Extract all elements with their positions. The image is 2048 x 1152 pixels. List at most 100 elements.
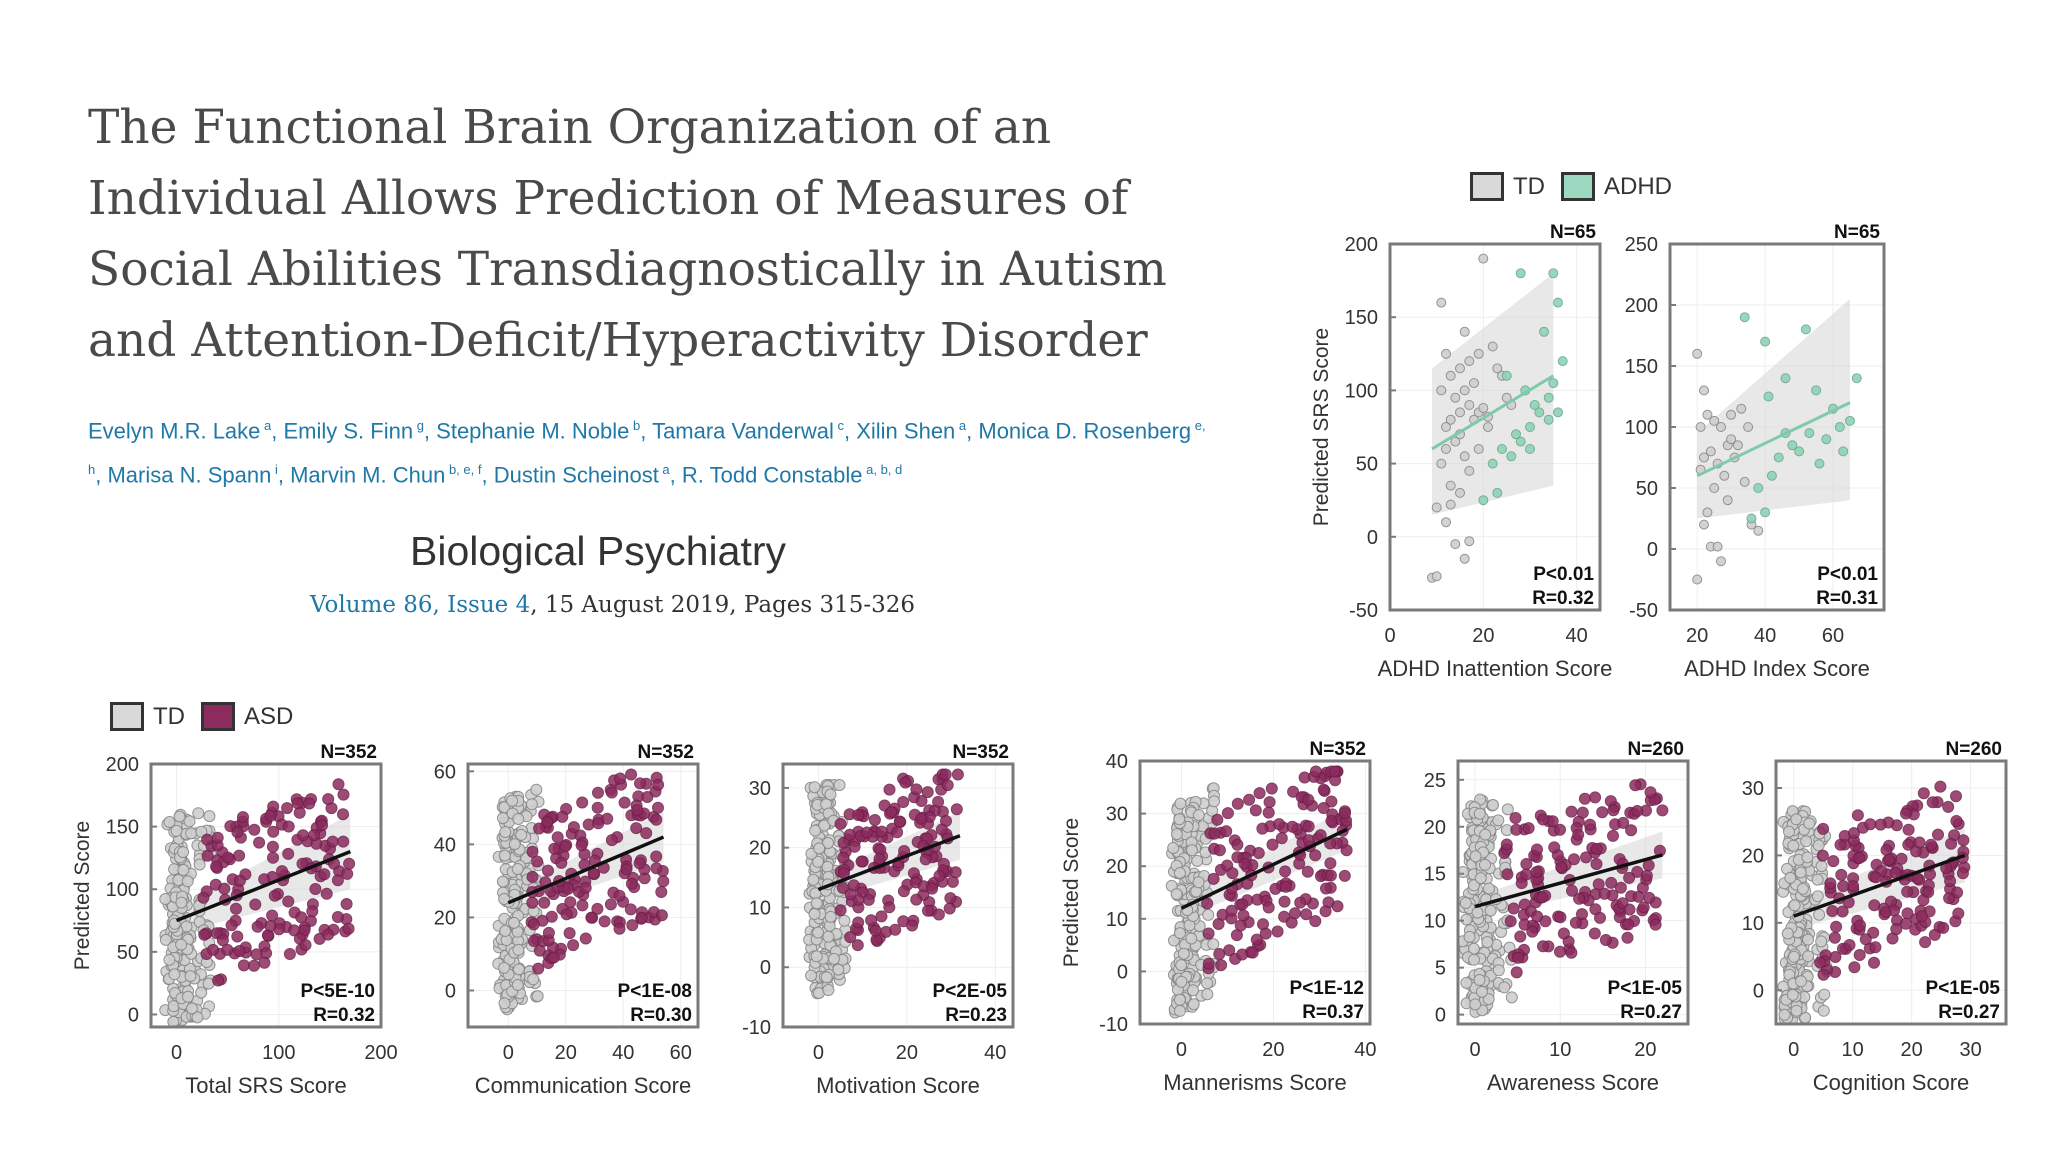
td-point xyxy=(1482,987,1495,1000)
td-point xyxy=(184,1010,196,1023)
td-point xyxy=(1798,881,1811,894)
td-point xyxy=(818,937,831,950)
td-point xyxy=(174,1009,187,1021)
asd-point xyxy=(850,922,863,935)
td-point xyxy=(1809,893,1822,906)
volume-issue-link[interactable]: Volume 86, Issue 4 xyxy=(310,592,531,618)
td-point xyxy=(495,933,508,946)
adhd-point xyxy=(1478,495,1489,506)
td-point xyxy=(512,982,525,995)
asd-point xyxy=(542,949,555,962)
y-tick-label: 0 xyxy=(1435,1005,1446,1027)
td-point xyxy=(173,879,186,892)
td-point xyxy=(1478,403,1489,413)
author-name[interactable]: Marvin M. Chun xyxy=(290,462,446,488)
asd-point xyxy=(1958,861,1971,874)
asd-point xyxy=(1868,899,1881,912)
asd-point xyxy=(869,826,882,839)
asd-point xyxy=(1606,889,1619,902)
td-point xyxy=(1483,903,1496,916)
asd-point xyxy=(875,830,888,843)
author-name[interactable]: Evelyn M.R. Lake xyxy=(88,418,261,444)
td-point xyxy=(180,920,193,933)
td-point xyxy=(1441,444,1451,454)
td-point xyxy=(1796,889,1809,902)
td-point xyxy=(1481,998,1494,1011)
asd-point xyxy=(201,849,214,862)
td-point xyxy=(532,859,545,872)
td-point xyxy=(183,962,196,975)
asd-point xyxy=(258,956,271,969)
plot-frame xyxy=(1388,242,1602,612)
author-name[interactable]: Marisa N. Spann xyxy=(107,462,272,488)
asd-point xyxy=(1221,859,1234,872)
asd-point xyxy=(874,843,887,856)
asd-point xyxy=(1326,808,1339,821)
td-point xyxy=(818,970,831,983)
asd-point xyxy=(1956,867,1969,880)
td-point xyxy=(502,867,515,880)
asd-point xyxy=(1950,790,1962,803)
asd-point xyxy=(1532,865,1545,878)
td-point xyxy=(1172,830,1185,843)
x-tick-label: 20 xyxy=(1262,1039,1284,1061)
stat-label: R=0.30 xyxy=(630,1005,692,1026)
asd-point xyxy=(883,783,896,796)
legend-label-td: TD xyxy=(1513,172,1545,200)
asd-point xyxy=(1934,780,1947,793)
asd-point xyxy=(1640,873,1653,886)
td-point xyxy=(512,790,525,803)
author-name[interactable]: Emily S. Finn xyxy=(283,418,414,444)
td-point xyxy=(1705,541,1716,552)
adhd-point xyxy=(1804,428,1815,439)
author-name[interactable]: Xilin Shen xyxy=(856,418,956,444)
td-point xyxy=(1183,903,1195,916)
asd-point xyxy=(547,951,560,964)
asd-point xyxy=(1325,795,1338,808)
asd-point xyxy=(1853,923,1866,936)
asd-point xyxy=(834,904,847,917)
td-point xyxy=(497,954,510,967)
asd-point xyxy=(198,928,211,941)
x-tick-label: 0 xyxy=(1469,1039,1480,1061)
y-tick-label: 0 xyxy=(445,980,456,1002)
asd-point xyxy=(887,806,900,819)
td-point xyxy=(1170,966,1183,979)
td-point xyxy=(507,956,520,969)
td-point xyxy=(839,924,852,936)
td-point xyxy=(1474,952,1487,965)
asd-point xyxy=(267,825,280,838)
td-point xyxy=(185,1010,198,1023)
td-point xyxy=(527,832,539,845)
td-point xyxy=(1188,970,1201,983)
asd-point xyxy=(576,836,589,849)
td-point xyxy=(518,809,531,821)
asd-point xyxy=(1917,894,1930,907)
td-point xyxy=(1482,972,1495,985)
author-name[interactable]: Dustin Scheinost xyxy=(493,462,659,488)
td-point xyxy=(820,898,833,911)
author-name[interactable]: R. Todd Constable xyxy=(681,462,863,488)
y-tick-label: -50 xyxy=(1349,600,1378,622)
asd-point xyxy=(1919,936,1932,949)
author-name[interactable]: Stephanie M. Noble xyxy=(436,418,630,444)
td-point xyxy=(502,895,515,908)
asd-point xyxy=(1518,943,1530,956)
td-point xyxy=(1479,984,1491,997)
adhd-point xyxy=(1739,312,1750,323)
adhd-point xyxy=(1539,326,1549,337)
asd-point xyxy=(950,895,963,908)
td-point xyxy=(1729,452,1740,463)
author-name[interactable]: Monica D. Rosenberg xyxy=(978,418,1192,444)
td-point xyxy=(1793,964,1806,977)
author-name[interactable]: Tamara Vanderwal xyxy=(652,418,834,444)
asd-point xyxy=(211,839,224,852)
asd-point xyxy=(547,888,560,901)
asd-point xyxy=(1324,857,1337,870)
adhd-point xyxy=(1557,356,1568,367)
asd-point xyxy=(248,823,261,836)
asd-point xyxy=(555,942,567,955)
asd-point xyxy=(565,906,578,919)
td-point xyxy=(510,925,523,938)
td-point xyxy=(814,982,827,995)
